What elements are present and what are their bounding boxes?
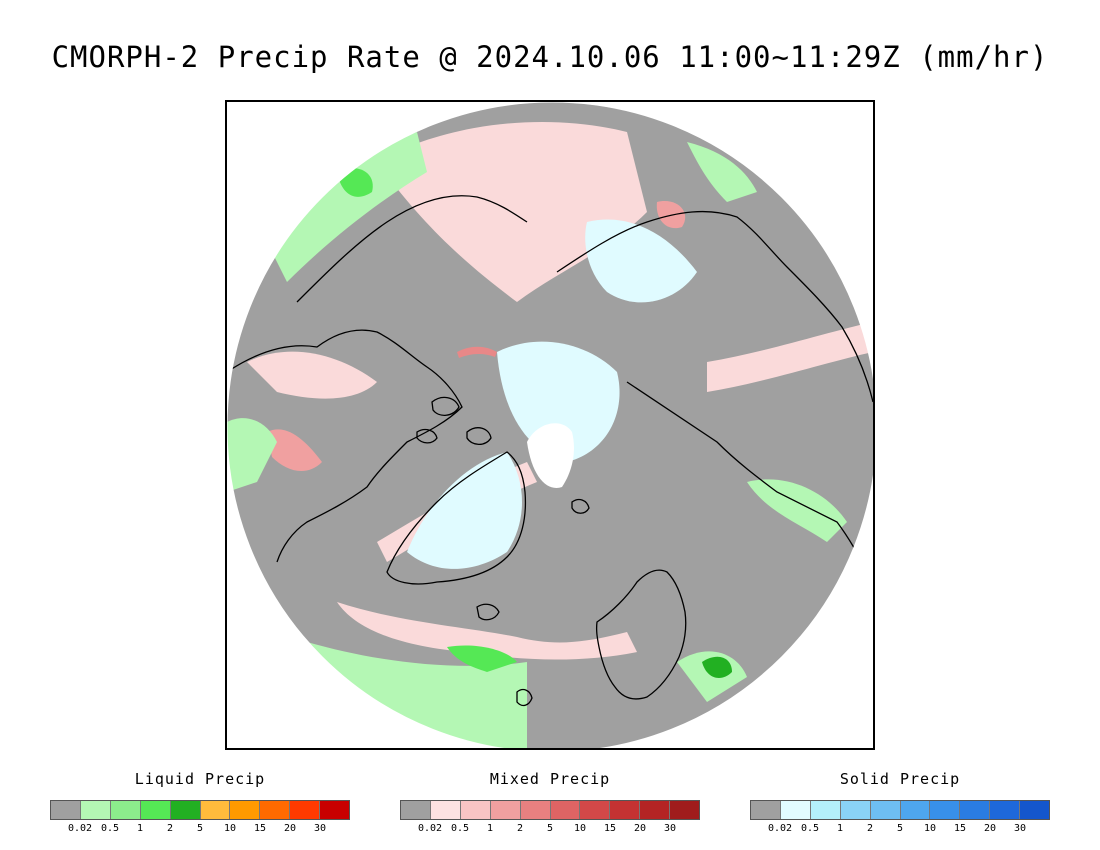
legend-solid-title: Solid Precip bbox=[839, 770, 961, 788]
legend-swatch bbox=[260, 801, 291, 819]
legend-liquid: Liquid Precip 0.02 0.5 1 2 5 10 15 20 30 bbox=[50, 770, 350, 837]
precip-map bbox=[225, 100, 875, 750]
legend-swatch bbox=[780, 801, 811, 819]
legend-liquid-bar bbox=[50, 800, 350, 820]
legend-swatch bbox=[900, 801, 931, 819]
legend-liquid-title: Liquid Precip bbox=[134, 770, 266, 788]
legend-swatch bbox=[580, 801, 611, 819]
legend-tick-label: 0.5 bbox=[800, 823, 820, 834]
coastline-svalbard bbox=[571, 498, 590, 514]
legend-tick-label: 1 bbox=[486, 823, 494, 834]
legend-solid: Solid Precip 0.02 0.5 1 2 5 10 15 20 30 bbox=[750, 770, 1050, 837]
coastline-eurasia-north bbox=[626, 381, 873, 583]
legend-tick-label: 0.02 bbox=[767, 823, 793, 834]
legend-tick-label: 0.5 bbox=[450, 823, 470, 834]
legend-tick-label: 5 bbox=[196, 823, 204, 834]
legend-tick-label: 15 bbox=[253, 823, 267, 834]
legend-solid-bar bbox=[750, 800, 1050, 820]
legend-swatch bbox=[170, 801, 201, 819]
coastline-alaska bbox=[296, 195, 528, 303]
legend-tick-label: 10 bbox=[573, 823, 587, 834]
coastline-arctic-archipelago bbox=[416, 396, 492, 446]
legend-tick-label: 20 bbox=[283, 823, 297, 834]
legend-liquid-ticks: 0.02 0.5 1 2 5 10 15 20 30 bbox=[50, 823, 350, 837]
solid-precip-region-central-arctic bbox=[497, 341, 620, 462]
legend-tick-label: 2 bbox=[516, 823, 524, 834]
legend-swatch bbox=[550, 801, 581, 819]
legend-swatch bbox=[230, 801, 261, 819]
legend-mixed-ticks: 0.02 0.5 1 2 5 10 15 20 30 bbox=[400, 823, 700, 837]
legend-swatch bbox=[930, 801, 961, 819]
legend-tick-label: 1 bbox=[136, 823, 144, 834]
coastline-canada bbox=[227, 329, 463, 563]
coastline-iceland bbox=[476, 603, 500, 621]
liquid-precip-region-siberia-east bbox=[747, 479, 847, 542]
legend-tick-label: 5 bbox=[546, 823, 554, 834]
legend-swatch bbox=[460, 801, 491, 819]
legend-swatch bbox=[430, 801, 461, 819]
legend-mixed-bar bbox=[400, 800, 700, 820]
legend-swatch bbox=[990, 801, 1021, 819]
liquid-precip-region-hudson bbox=[227, 418, 277, 492]
legend-tick-label: 2 bbox=[866, 823, 874, 834]
coastline-greenland bbox=[386, 451, 527, 585]
legend-swatch bbox=[110, 801, 141, 819]
mixed-precip-streak bbox=[457, 346, 497, 358]
legend-tick-label: 10 bbox=[223, 823, 237, 834]
coastline-british-isles bbox=[516, 688, 533, 707]
legend-swatch bbox=[290, 801, 321, 819]
legend-tick-label: 2 bbox=[166, 823, 174, 834]
legend-swatch bbox=[320, 801, 350, 819]
legend-tick-label: 30 bbox=[663, 823, 677, 834]
legend-tick-label: 20 bbox=[633, 823, 647, 834]
solid-precip-region-siberia bbox=[585, 219, 697, 303]
mixed-precip-region-hudson bbox=[267, 429, 322, 472]
legend-swatch bbox=[810, 801, 841, 819]
legend-tick-label: 30 bbox=[313, 823, 327, 834]
coastline-scandinavia bbox=[595, 569, 687, 700]
legend-tick-label: 5 bbox=[896, 823, 904, 834]
legend-tick-label: 0.5 bbox=[100, 823, 120, 834]
polar-map-svg bbox=[227, 102, 873, 748]
legend-swatch bbox=[140, 801, 171, 819]
legend-swatch bbox=[610, 801, 641, 819]
legend-tick-label: 0.02 bbox=[67, 823, 93, 834]
legend-swatch bbox=[670, 801, 700, 819]
coastline-siberia bbox=[556, 210, 873, 403]
mixed-precip-band-siberia bbox=[707, 322, 873, 392]
legend-swatch bbox=[200, 801, 231, 819]
liquid-precip-region-east-pacific bbox=[687, 142, 757, 202]
mixed-precip-region-bering bbox=[656, 201, 686, 229]
liquid-precip-region-northwest-pacific bbox=[267, 132, 427, 282]
legend-tick-label: 1 bbox=[836, 823, 844, 834]
mixed-precip-region-north-atlantic bbox=[337, 602, 637, 660]
mixed-precip-band-canada bbox=[247, 351, 377, 399]
legend-swatch bbox=[401, 801, 431, 819]
legend-swatch bbox=[490, 801, 521, 819]
legend-swatch bbox=[520, 801, 551, 819]
legend-swatch bbox=[751, 801, 781, 819]
legend-tick-label: 0.02 bbox=[417, 823, 443, 834]
map-title: CMORPH-2 Precip Rate @ 2024.10.06 11:00~… bbox=[51, 40, 1049, 74]
legend-solid-ticks: 0.02 0.5 1 2 5 10 15 20 30 bbox=[750, 823, 1050, 837]
legend-mixed: Mixed Precip 0.02 0.5 1 2 5 10 15 20 30 bbox=[400, 770, 700, 837]
legend-tick-label: 15 bbox=[953, 823, 967, 834]
polar-data-gap bbox=[527, 423, 574, 488]
legend-swatch bbox=[870, 801, 901, 819]
legend-tick-label: 30 bbox=[1013, 823, 1027, 834]
solid-precip-region-greenland bbox=[407, 452, 522, 569]
coastlines bbox=[227, 195, 873, 707]
legend-tick-label: 10 bbox=[923, 823, 937, 834]
legend-swatch bbox=[840, 801, 871, 819]
legend-swatch bbox=[1020, 801, 1050, 819]
liquid-precip-core-atlantic bbox=[447, 645, 517, 672]
legend-swatch bbox=[80, 801, 111, 819]
legend-swatch bbox=[960, 801, 991, 819]
legend-swatch bbox=[640, 801, 671, 819]
legend-tick-label: 15 bbox=[603, 823, 617, 834]
legend-swatch bbox=[51, 801, 81, 819]
liquid-precip-core-scandinavia bbox=[702, 656, 732, 678]
legend-mixed-title: Mixed Precip bbox=[489, 770, 611, 788]
legend-tick-label: 20 bbox=[983, 823, 997, 834]
